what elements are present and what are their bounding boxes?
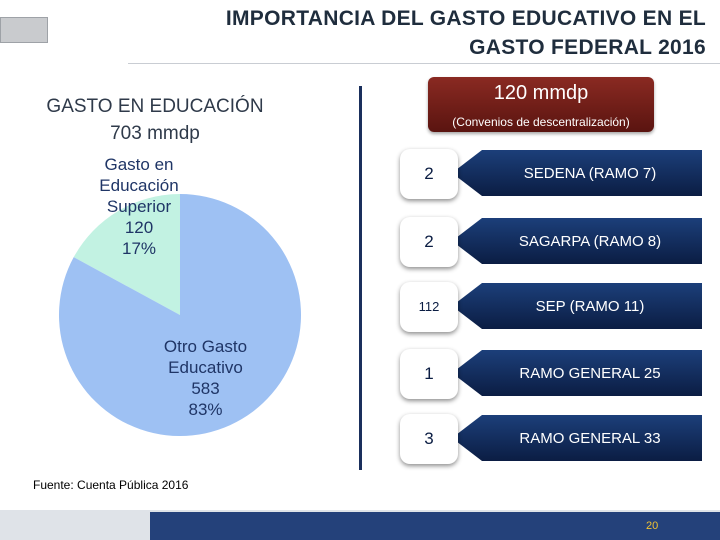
ramo-bar — [452, 150, 702, 196]
footer-bar — [150, 512, 720, 540]
ramo-bar — [452, 218, 702, 264]
ramo-row: SEDENA (RAMO 7) 2 — [400, 148, 710, 200]
pie-slice-educacion-superior — [73, 194, 180, 315]
pie-label-otro-percent: 83% — [188, 400, 223, 419]
page-title-line-1: IMPORTANCIA DEL GASTO EDUCATIVO EN EL — [225, 7, 706, 30]
pie-label-superior-line-1: Gasto en — [104, 155, 174, 174]
ramo-value: 112 — [400, 282, 458, 332]
ramo-row: SAGARPA (RAMO 8) 2 — [400, 216, 710, 268]
ramo-label: RAMO GENERAL 33 — [519, 430, 661, 447]
ramo-bar — [452, 283, 702, 329]
ramo-label: SEDENA (RAMO 7) — [523, 165, 657, 182]
pie-label-superior-line-2: Educación — [99, 176, 179, 195]
pie-chart — [59, 194, 301, 436]
convenios-amount: 120 mmdp — [493, 82, 589, 104]
pie-label-superior: Gasto en Educación Superior 120 17% — [84, 154, 194, 259]
corner-decoration — [0, 17, 48, 43]
pie-label-superior-value: 120 — [124, 218, 154, 237]
ramo-value: 1 — [400, 349, 458, 399]
pie-label-superior-percent: 17% — [121, 239, 157, 258]
pie-label-otro-line-2: Educativo — [168, 358, 243, 377]
convenios-header: 120 mmdp (Convenios de descentralización… — [428, 77, 654, 132]
ramo-label: RAMO GENERAL 25 — [519, 365, 661, 382]
ramo-value: 3 — [400, 414, 458, 464]
ramo-value: 2 — [400, 217, 458, 267]
source-note: Fuente: Cuenta Pública 2016 — [33, 478, 189, 492]
page-title: IMPORTANCIA DEL GASTO EDUCATIVO EN EL GA… — [106, 4, 706, 62]
ramo-label: SEP (RAMO 11) — [535, 298, 645, 315]
pie-section-title: GASTO EN EDUCACIÓN 703 mmdp — [20, 93, 290, 147]
pie-label-otro-line-1: Otro Gasto — [163, 337, 248, 356]
page-title-line-2: GASTO FEDERAL 2016 — [469, 36, 706, 59]
pie-label-otro-value: 583 — [191, 379, 220, 398]
pie-label-otro: Otro Gasto Educativo 583 83% — [148, 336, 263, 420]
ramo-value: 2 — [400, 149, 458, 199]
ramo-bar — [452, 350, 702, 396]
page-number: 20 — [646, 520, 659, 532]
ramo-row: RAMO GENERAL 33 3 — [400, 413, 710, 465]
ramo-row: RAMO GENERAL 25 1 — [400, 348, 710, 400]
pie-label-superior-line-3: Superior — [106, 197, 172, 216]
pie-section-total: 703 mmdp — [110, 123, 200, 144]
ramo-row: SEP (RAMO 11) 112 — [400, 281, 710, 333]
pie-section-title-line-1: GASTO EN EDUCACIÓN — [46, 96, 264, 117]
pie-slice-otro-gasto — [59, 194, 301, 436]
convenios-subtitle: (Convenios de descentralización) — [452, 115, 630, 129]
title-underline — [128, 63, 720, 64]
ramo-bar — [452, 415, 702, 461]
vertical-divider — [359, 86, 362, 470]
ramo-label: SAGARPA (RAMO 8) — [518, 233, 662, 250]
